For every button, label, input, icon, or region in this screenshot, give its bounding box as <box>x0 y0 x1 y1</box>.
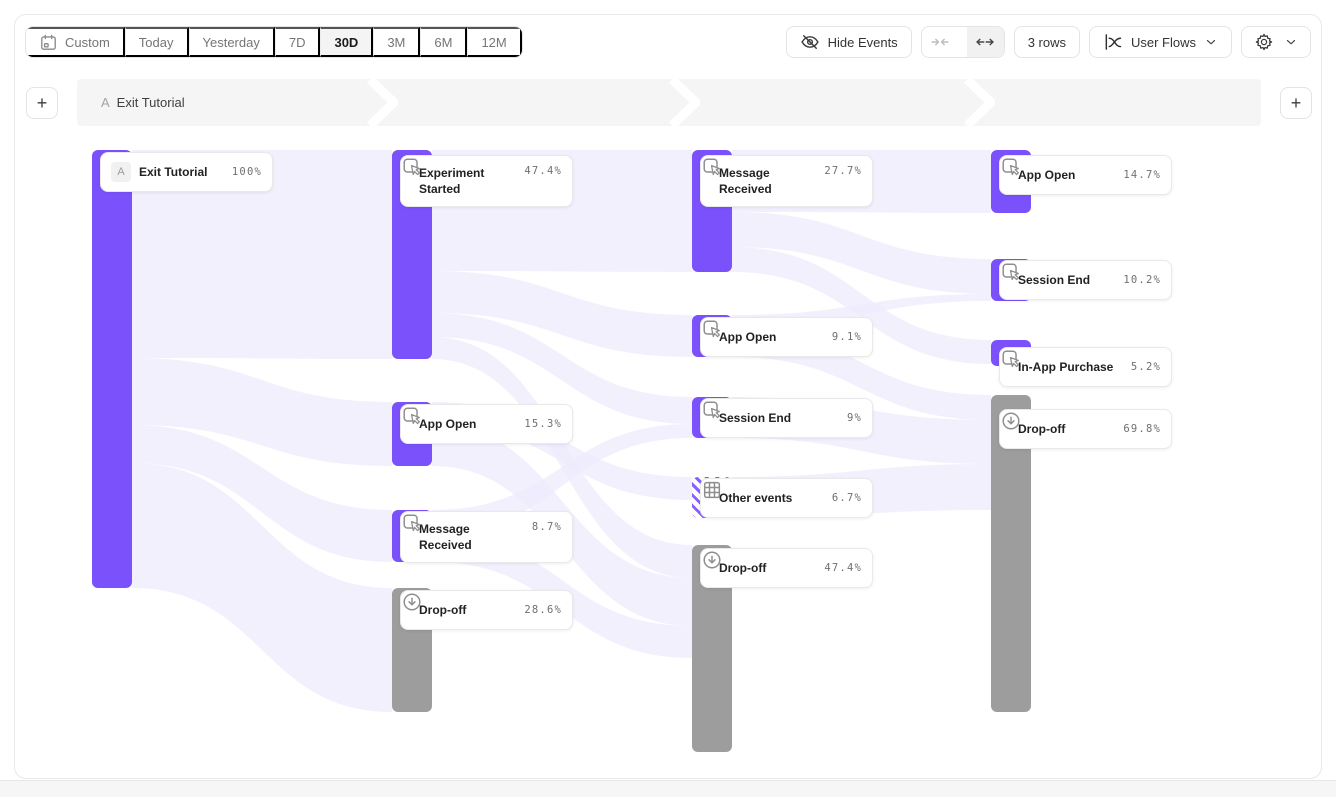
settings-button[interactable] <box>1241 26 1311 58</box>
date-range-30d[interactable]: 30D <box>320 27 374 57</box>
flow-node-card-message-received-2[interactable]: Message Received 8.7% <box>400 511 573 563</box>
node-percentage: 28.6% <box>524 604 562 616</box>
date-range-label: Yesterday <box>202 34 260 50</box>
step-separator-chevron-icon <box>963 79 998 126</box>
node-percentage: 47.4% <box>524 165 562 177</box>
letter-badge: A <box>111 162 131 182</box>
steps-band[interactable]: A Exit Tutorial <box>77 79 1261 126</box>
flow-link-exit-tutorial-to-drop-off-2[interactable] <box>132 463 392 712</box>
date-range-label: 30D <box>334 34 359 50</box>
node-percentage: 9% <box>846 412 862 424</box>
date-range-label: 7D <box>288 34 306 50</box>
node-percentage: 10.2% <box>1123 274 1161 286</box>
node-percentage: 5.2% <box>1130 361 1161 373</box>
date-range-selector: Custom Today Yesterday 7D 30D 3M 6M 12M <box>25 26 523 58</box>
node-percentage: 14.7% <box>1123 169 1161 181</box>
flow-node-card-app-open-2[interactable]: App Open 15.3% <box>400 404 573 444</box>
gear-icon <box>1254 32 1274 52</box>
flow-node-card-drop-off-4[interactable]: Drop-off 69.8% <box>999 409 1172 449</box>
node-label: Drop-off <box>719 560 767 575</box>
chevron-down-icon <box>1204 35 1218 49</box>
flow-link-exit-tutorial-to-experiment-started[interactable] <box>132 150 392 359</box>
step-a: A Exit Tutorial <box>101 79 185 126</box>
node-label: App Open <box>419 416 477 431</box>
add-step-left-button[interactable]: + <box>26 87 58 119</box>
flow-link-experiment-started-to-app-open-3[interactable] <box>432 271 692 357</box>
flow-node-card-exit-tutorial[interactable]: A Exit Tutorial 100% <box>100 152 273 192</box>
toolbar: Custom Today Yesterday 7D 30D 3M 6M 12M Hide Ev… <box>25 26 1311 58</box>
node-label: Drop-off <box>1018 421 1066 436</box>
date-range-label: 6M <box>434 34 453 50</box>
node-label: Other events <box>719 490 793 505</box>
date-range-label: 3M <box>387 34 406 50</box>
eye-off-icon <box>800 32 820 52</box>
node-label: Session End <box>719 410 792 425</box>
bottom-scroll-strip[interactable] <box>0 780 1336 797</box>
node-label: Exit Tutorial <box>139 164 208 179</box>
node-percentage: 27.7% <box>824 165 862 177</box>
node-percentage: 15.3% <box>524 418 562 430</box>
flow-node-card-message-received-3[interactable]: Message Received 27.7% <box>700 155 873 207</box>
flow-link-exit-tutorial-to-app-open-2[interactable] <box>132 358 392 466</box>
column-width-toggle <box>920 26 1005 58</box>
date-range-custom[interactable]: Custom <box>26 27 125 57</box>
step-separator-chevron-icon <box>366 79 401 126</box>
flow-link-experiment-started-to-session-end-3[interactable] <box>432 313 692 424</box>
flow-node-card-session-end-4[interactable]: Session End 10.2% <box>999 260 1172 300</box>
node-label: Drop-off <box>419 602 467 617</box>
hide-events-button[interactable]: Hide Events <box>785 26 912 58</box>
flow-node-card-drop-off-3[interactable]: Drop-off 47.4% <box>700 548 873 588</box>
flow-node-card-app-open-3[interactable]: App Open 9.1% <box>700 317 873 357</box>
collapse-columns-icon[interactable] <box>922 27 959 57</box>
rows-button[interactable]: 3 rows <box>1013 26 1080 58</box>
flow-node-card-experiment-started[interactable]: Experiment Started 47.4% <box>400 155 573 207</box>
date-range-label: Today <box>138 34 174 50</box>
add-step-right-button[interactable]: + <box>1280 87 1312 119</box>
node-label: In-App Purchase <box>1018 359 1114 374</box>
view-selector-label: User Flows <box>1130 34 1196 50</box>
node-label: Message Received <box>419 521 472 552</box>
chart-flows-icon <box>1103 32 1123 52</box>
date-range-label: 12M <box>481 34 507 50</box>
node-percentage: 100% <box>231 166 262 178</box>
toolbar-right-cluster: Hide Events 3 rows <box>785 26 1311 58</box>
node-percentage: 9.1% <box>831 331 862 343</box>
date-range-12m[interactable]: 12M <box>467 27 522 57</box>
node-label: Session End <box>1018 272 1091 287</box>
flow-link-message-received-3-to-session-end-4[interactable] <box>732 212 991 294</box>
expand-columns-icon[interactable] <box>966 27 1004 57</box>
step-label: Exit Tutorial <box>116 95 185 110</box>
node-label: Experiment Started <box>419 165 485 196</box>
date-range-3m[interactable]: 3M <box>373 27 421 57</box>
step-letter: A <box>101 95 110 110</box>
flow-node-card-other-events-3[interactable]: Other events 6.7% <box>700 478 873 518</box>
node-percentage: 47.4% <box>824 562 862 574</box>
flow-link-message-received-2-to-session-end-3[interactable] <box>432 424 692 534</box>
flow-node-bar-exit-tutorial[interactable] <box>92 150 132 588</box>
chevron-down-icon <box>1284 35 1298 49</box>
hide-events-label: Hide Events <box>827 34 898 50</box>
date-range-7d[interactable]: 7D <box>274 27 321 57</box>
node-percentage: 6.7% <box>831 492 862 504</box>
flow-node-card-app-open-4[interactable]: App Open 14.7% <box>999 155 1172 195</box>
flow-node-card-in-app-purchase-4[interactable]: In-App Purchase 5.2% <box>999 347 1172 387</box>
rows-label: 3 rows <box>1027 34 1066 50</box>
date-range-label: Custom <box>65 34 110 50</box>
flow-node-card-session-end-3[interactable]: Session End 9% <box>700 398 873 438</box>
date-range-6m[interactable]: 6M <box>420 27 468 57</box>
calendar-icon <box>39 33 58 52</box>
flow-link-exit-tutorial-to-message-received-2[interactable] <box>132 425 392 562</box>
step-separator-chevron-icon <box>668 79 703 126</box>
node-percentage: 69.8% <box>1123 423 1161 435</box>
node-label: Message Received <box>719 165 772 196</box>
flow-node-card-drop-off-2[interactable]: Drop-off 28.6% <box>400 590 573 630</box>
view-selector-button[interactable]: User Flows <box>1088 26 1232 58</box>
date-range-yesterday[interactable]: Yesterday <box>188 27 275 57</box>
node-label: App Open <box>719 329 777 344</box>
node-percentage: 8.7% <box>531 521 562 533</box>
node-label: App Open <box>1018 167 1076 182</box>
date-range-today[interactable]: Today <box>124 27 189 57</box>
